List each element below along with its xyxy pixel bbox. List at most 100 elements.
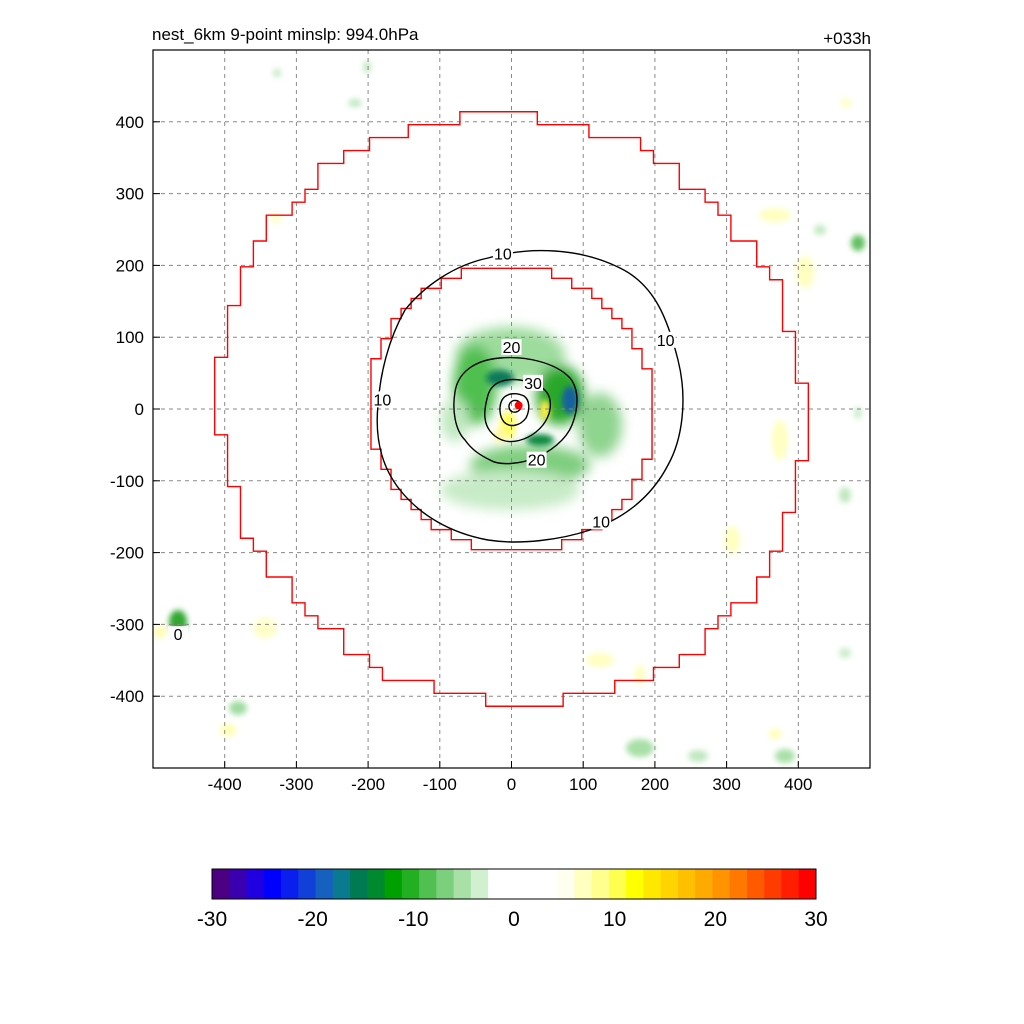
contour-label-bg [526,451,547,468]
field-blob [851,235,865,251]
colorbar-cell [712,869,731,899]
field-blob [363,61,371,73]
contour-20 [453,356,578,465]
field-blob [153,626,167,638]
plot-area: 10 10 10 10 20 20 30 0 [153,50,870,768]
field-blob [494,427,506,443]
shaded-field [153,61,865,763]
colorbar-cell [608,869,627,899]
contour-label: 20 [528,453,546,470]
field-blob [772,420,788,460]
colorbar-cell [574,869,593,899]
title-right: +033h [823,29,871,48]
colorbar-cell [729,869,748,899]
outer-ring [213,111,810,707]
field-blob [220,724,236,736]
contour-label: 10 [592,514,610,531]
colorbar-cell [488,869,506,899]
contour-label: 10 [657,333,675,350]
x-tick-label: -100 [423,775,457,794]
contour-label: 10 [494,247,512,264]
x-tick-label: -200 [351,775,385,794]
colorbar-cell [263,869,282,899]
colorbar-tick-label: 20 [704,908,727,931]
colorbar-cell [470,869,489,899]
y-tick-label: 100 [116,328,144,347]
title-left: nest_6km 9-point minslp: 994.0hPa [152,25,419,44]
colorbar-cell [401,869,420,899]
field-blob [854,407,862,419]
x-tick-label: 300 [712,775,740,794]
colorbar-cell [522,869,541,899]
field-blob [839,487,851,503]
field-blob [540,400,550,420]
contour-30 [484,378,552,443]
field-blob [839,648,851,658]
colorbar-tick-label: 30 [804,908,827,931]
colorbar-cell [764,869,782,899]
colorbar-cell [350,869,368,899]
x-tick-label: 400 [784,775,812,794]
field-blob [253,618,277,638]
colorbar-cell [798,869,817,899]
contour-label: 30 [524,376,542,393]
rings [213,111,810,707]
colorbar-cell [315,869,334,899]
colorbar-cell [505,869,524,899]
contour-label-bg [372,391,393,408]
x-tick-label: 0 [507,775,516,794]
y-tick-label: 300 [116,185,144,204]
contour-label: 0 [174,627,183,644]
colorbar-cell [229,869,248,899]
colorbar-cell [453,869,472,899]
contour-core [508,399,522,413]
colorbar-cell [212,869,230,899]
contour-label: 10 [374,392,392,409]
colorbar-cell [419,869,437,899]
field-blob [796,256,814,288]
colorbar-cell [367,869,386,899]
x-tick-label: -300 [279,775,313,794]
colorbar [211,868,817,900]
colorbar-cell [591,869,610,899]
field-blob [229,701,247,715]
colorbar-cell [436,869,455,899]
colorbar-frame [211,868,817,900]
contour-label-bg [168,626,189,643]
y-tick-label: -200 [110,544,144,563]
colorbar-cell [660,869,679,899]
x-tick-label: -400 [208,775,242,794]
field-blob [814,225,826,235]
field-blob [841,98,851,108]
contour-label-bg [523,374,544,391]
center-dot [514,401,523,410]
field-blob [769,729,781,739]
colorbar-cell [677,869,696,899]
colorbar-cell [246,869,265,899]
colorbar-cell [643,869,662,899]
colorbar-cell [332,869,351,899]
colorbar-cell [781,869,800,899]
y-axis: 400 300 200 100 0 -100 -200 -300 -400 [110,113,160,706]
field-blob [562,386,578,414]
field-blob [775,749,795,763]
y-tick-label: 0 [135,400,144,419]
colorbar-cell [281,869,299,899]
colorbar-tick-label: 10 [603,908,626,931]
field-blob [578,393,622,457]
x-tick-label: 100 [569,775,597,794]
colorbar-cell [298,869,317,899]
field-blob [440,470,580,510]
colorbar-cell [695,869,713,899]
y-tick-label: -400 [110,687,144,706]
contour-label: 20 [503,340,521,357]
colorbar-cell [746,869,765,899]
field-blob [626,739,654,757]
colorbar-ticks: -30 -20 -10 0 10 20 30 [197,908,828,931]
contour-labels: 10 10 10 10 20 20 30 0 [168,245,676,644]
field-blob [635,665,645,685]
field-blob [486,370,514,386]
contour-label-bg [655,331,676,348]
x-axis: -400 -300 -200 -100 0 100 200 300 400 [208,761,812,794]
colorbar-tick-label: 0 [508,908,520,931]
